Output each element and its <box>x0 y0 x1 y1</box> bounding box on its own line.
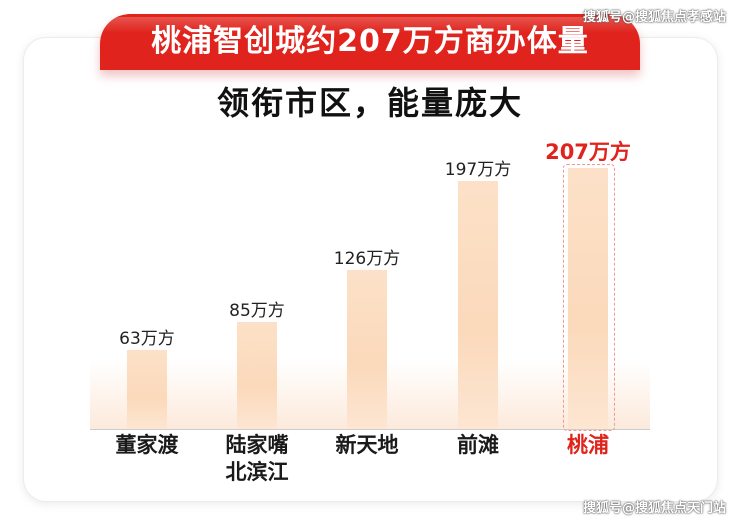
bar-4 <box>568 168 608 429</box>
category-line: 北滨江 <box>225 460 289 484</box>
bar-0 <box>127 349 167 429</box>
category-line: 桃浦 <box>567 433 609 457</box>
value-label-0: 63万方 <box>119 328 175 349</box>
bar-1 <box>237 321 277 429</box>
title-banner <box>100 14 640 70</box>
category-label-4: 桃浦 <box>528 432 648 459</box>
category-label-3: 前滩 <box>418 432 538 459</box>
watermark-top: 搜狐号@搜狐焦点孝感站 <box>582 10 726 25</box>
value-label-3: 197万方 <box>444 159 512 180</box>
category-line: 前滩 <box>457 433 499 457</box>
bar-2 <box>347 270 387 429</box>
category-label-2: 新天地 <box>307 432 427 459</box>
highlight-frame <box>563 164 615 431</box>
category-label-0: 董家渡 <box>87 432 207 459</box>
category-line: 陆家嘴 <box>225 433 289 457</box>
value-label-2: 126万方 <box>333 249 401 270</box>
chart-title: 桃浦智创城约207万方商办体量 <box>151 24 589 59</box>
value-label-1: 85万方 <box>229 300 285 321</box>
category-line: 董家渡 <box>115 433 179 457</box>
category-label-1: 陆家嘴 北滨江 <box>197 432 317 486</box>
bar-3 <box>458 180 498 429</box>
x-axis-baseline <box>90 429 650 430</box>
watermark-bottom: 搜狐号@搜狐焦点天门站 <box>582 501 726 516</box>
chart-subtitle: 领衔市区，能量庞大 <box>216 84 523 122</box>
value-label-4: 207万方 <box>545 140 631 164</box>
category-line: 新天地 <box>335 433 399 457</box>
